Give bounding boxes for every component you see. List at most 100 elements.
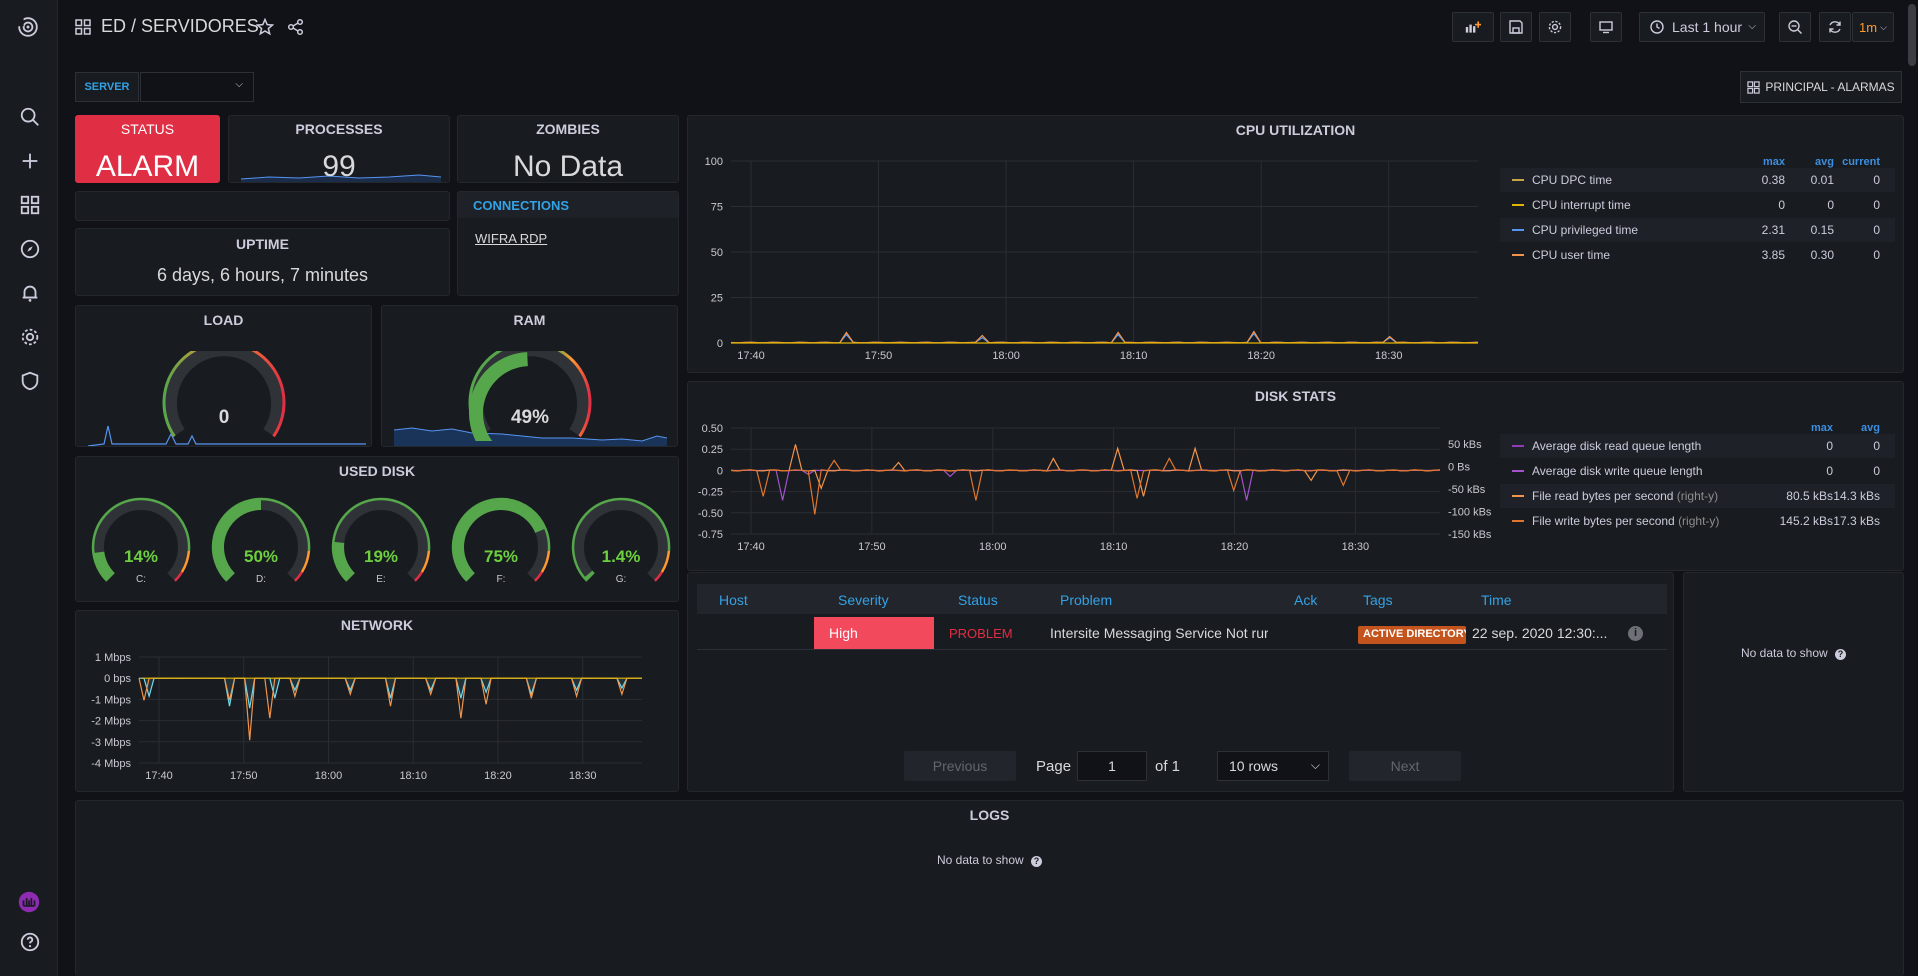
cpu-title: CPU UTILIZATION <box>1235 122 1356 138</box>
refresh-interval-label: 1m <box>1859 19 1878 35</box>
problems-header-row <box>697 584 1667 614</box>
gauge-threshold <box>571 497 671 582</box>
principal-alarmas-link[interactable]: PRINCIPAL - ALARMAS <box>1740 71 1902 103</box>
gauge-threshold <box>420 550 431 573</box>
explore-icon[interactable] <box>17 236 43 262</box>
grafana-logo-icon[interactable] <box>13 12 43 42</box>
y-tick-label: 0 bps <box>104 673 131 685</box>
column-header-tags[interactable]: Tags <box>1363 592 1393 608</box>
cpu-chart: 100 75 50 25 0 17:40 17:50 18:00 18:10 18:20 18:30 <box>705 156 1479 362</box>
y2-tick-label: -50 kBs <box>1448 484 1486 496</box>
search-icon[interactable] <box>17 104 43 130</box>
column-header-ack[interactable]: Ack <box>1294 592 1318 608</box>
x-tick-label: 18:20 <box>1247 350 1275 362</box>
question-icon[interactable]: ? <box>1835 649 1847 660</box>
scrollbar[interactable] <box>1908 4 1916 66</box>
tag-badge[interactable]: ACTIVE DIRECTORY <box>1358 626 1466 644</box>
legend-row[interactable]: Average disk write queue length 0 0 <box>1500 459 1895 483</box>
legend-header-avg[interactable]: avg <box>1861 422 1880 434</box>
refresh-interval-picker[interactable]: 1m ⌵ <box>1852 12 1894 42</box>
y-tick-label: 25 <box>711 293 723 305</box>
plus-icon[interactable] <box>17 148 43 174</box>
legend-header-max[interactable]: max <box>1762 156 1785 168</box>
save-dashboard-button[interactable] <box>1500 12 1532 42</box>
y2-tick-label: -100 kBs <box>1448 507 1492 519</box>
column-header-problem[interactable]: Problem <box>1060 592 1113 608</box>
dashboards-icon[interactable] <box>17 192 43 218</box>
user-icon[interactable] <box>15 888 43 916</box>
disk-gauge: 19% E: <box>331 497 431 585</box>
no-data-message: No data to show ? <box>1684 646 1903 660</box>
problem-description[interactable]: Intersite Messaging Service Not rur <box>1050 625 1268 641</box>
cpu-utilization-panel: CPU UTILIZATION 100 75 50 25 0 17:40 17:50 18:0… <box>687 115 1904 373</box>
share-icon[interactable] <box>287 18 305 36</box>
legend-row[interactable]: File write bytes per second (right-y) 145… <box>1500 509 1895 533</box>
cycle-view-mode-button[interactable] <box>1590 12 1622 42</box>
x-tick-label: 18:30 <box>1375 350 1403 362</box>
alert-icon[interactable] <box>17 280 43 306</box>
x-tick-label: 17:40 <box>737 541 765 553</box>
legend-header-avg[interactable]: avg <box>1815 156 1834 168</box>
column-header-severity[interactable]: Severity <box>838 592 889 608</box>
legend-swatch <box>1512 254 1524 256</box>
x-tick-label: 17:50 <box>858 541 886 553</box>
uptime-panel: UPTIME 6 days, 6 hours, 7 minutes <box>75 228 450 296</box>
breadcrumb[interactable]: ED / SERVIDORES <box>101 16 259 36</box>
network-panel: NETWORK 1 Mbps 0 bps -1 Mbps -2 Mbps -3 Mbps… <box>75 610 679 792</box>
load-sparkline <box>87 425 366 446</box>
wifra-rdp-link[interactable]: WIFRA RDP <box>475 231 548 246</box>
problem-time: 22 sep. 2020 12:30:... <box>1472 625 1608 641</box>
refresh-button[interactable] <box>1819 12 1851 42</box>
star-icon[interactable] <box>255 17 275 36</box>
legend-header-current[interactable]: current <box>1842 156 1880 168</box>
legend-header-max[interactable]: max <box>1810 422 1833 434</box>
legend-row[interactable]: CPU privileged time 2.31 0.15 0 <box>1500 218 1895 242</box>
zoom-out-icon <box>1788 20 1802 34</box>
shield-icon[interactable] <box>17 368 43 394</box>
gauge-fill <box>334 541 356 581</box>
disk-gauge-label: C: <box>136 574 146 585</box>
add-panel-button[interactable] <box>1452 12 1494 42</box>
gauge-fill <box>94 551 116 581</box>
legend-value: 0 <box>1873 223 1880 237</box>
legend-swatch <box>1512 445 1524 447</box>
column-header-status[interactable]: Status <box>958 592 998 608</box>
time-range-picker[interactable]: Last 1 hour ⌵ <box>1639 12 1765 42</box>
page-of-label: of 1 <box>1155 758 1181 775</box>
legend-swatch <box>1512 495 1524 497</box>
legend-row[interactable]: CPU DPC time 0.38 0.01 0 <box>1500 168 1895 192</box>
legend-row[interactable]: CPU user time 3.85 0.30 0 <box>1500 243 1895 267</box>
dashboard-settings-button[interactable] <box>1539 12 1571 42</box>
column-header-host[interactable]: Host <box>719 592 748 608</box>
legend-value: 80.5 kBs <box>1786 489 1833 503</box>
disk-gauge: 75% F: <box>451 497 551 585</box>
server-variable-select[interactable]: ⌵ <box>140 72 254 102</box>
next-button[interactable]: Next <box>1349 751 1461 781</box>
x-tick-label: 18:10 <box>399 770 427 782</box>
problems-row-divider <box>697 649 1667 650</box>
help-icon[interactable] <box>17 929 43 955</box>
column-header-time[interactable]: Time <box>1481 592 1512 608</box>
x-tick-label: 17:40 <box>737 350 765 362</box>
legend-value: 17.3 kBs <box>1833 514 1880 528</box>
question-icon[interactable]: ? <box>1031 856 1043 867</box>
page-input[interactable]: 1 <box>1077 751 1147 781</box>
legend-value: 0 <box>1873 198 1880 212</box>
network-chart: 1 Mbps 0 bps -1 Mbps -2 Mbps -3 Mbps -4 Mbps 1… <box>91 652 643 782</box>
y-tick-label: 1 Mbps <box>95 652 132 664</box>
legend-row[interactable]: CPU interrupt time 0 0 0 <box>1500 193 1895 217</box>
zoom-out-button[interactable] <box>1779 12 1811 42</box>
gear-icon[interactable] <box>17 324 43 350</box>
table-row[interactable]: High PROBLEM Intersite Messaging Service… <box>697 617 1667 649</box>
zombies-panel: ZOMBIES No Data <box>457 115 679 183</box>
rows-per-page-select[interactable]: 10 rows ⌵ <box>1217 751 1329 781</box>
y-tick-label: 75 <box>711 202 723 214</box>
load-panel: LOAD 0 <box>75 305 372 447</box>
legend-row[interactable]: Average disk read queue length 0 0 <box>1500 434 1895 458</box>
legend-row[interactable]: File read bytes per second (right-y) 80.5… <box>1500 484 1895 508</box>
info-icon[interactable]: i <box>1628 626 1643 641</box>
y-tick-label: 100 <box>705 156 723 168</box>
processes-title: PROCESSES <box>295 121 383 137</box>
previous-button[interactable]: Previous <box>904 751 1016 781</box>
clock-icon <box>1650 20 1664 34</box>
